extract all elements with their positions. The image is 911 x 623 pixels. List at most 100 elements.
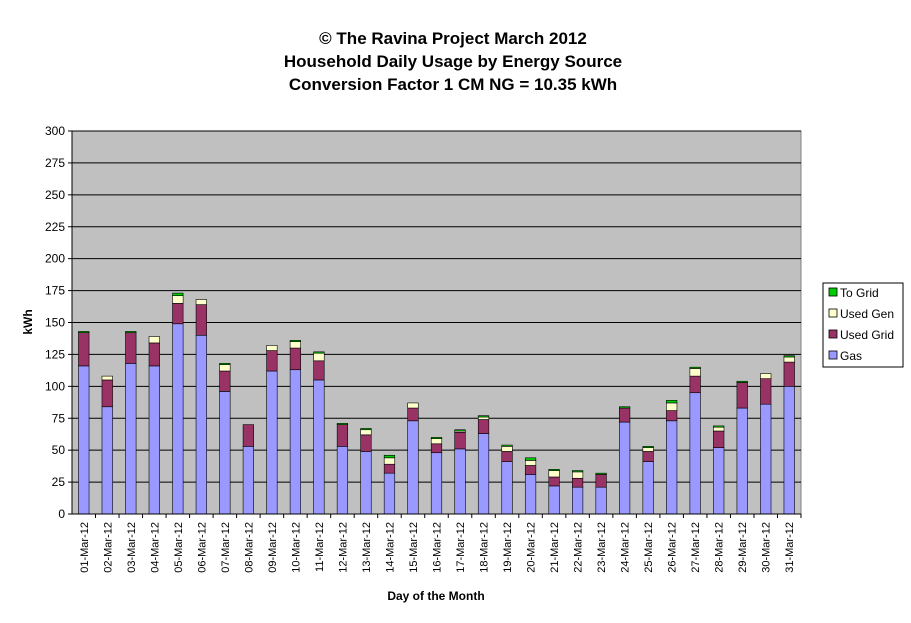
y-tick-label: 300: [45, 124, 65, 138]
bar-used-grid: [195, 304, 207, 336]
bar-to-grid: [430, 437, 443, 439]
bar-gas: [736, 407, 748, 515]
bar-used-grid: [360, 434, 372, 452]
x-axis: 01-Mar-12 02-Mar-12 03-Mar-12 04-Mar-12 05-M…: [72, 513, 802, 573]
bar-to-grid: [713, 425, 725, 428]
bar-gas: [477, 433, 490, 515]
bar-to-grid: [172, 292, 184, 296]
x-tick-label: 08-Mar-12: [243, 522, 255, 573]
bar-gas: [242, 446, 254, 515]
bar-used-gen: [713, 426, 725, 432]
bar-to-grid: [595, 472, 607, 475]
x-tick-label: 04-Mar-12: [149, 522, 161, 573]
bar-used-gen: [172, 295, 184, 304]
bar-used-grid: [78, 332, 90, 367]
x-tick-label: 31-Mar-12: [784, 522, 796, 573]
legend-swatch: [828, 329, 838, 339]
bar-gas: [430, 452, 443, 515]
bar-gas: [407, 420, 419, 515]
bar-to-grid: [524, 457, 537, 461]
bar-gas: [783, 386, 795, 515]
bar-used-gen: [760, 373, 772, 379]
bar-used-grid: [666, 410, 678, 422]
bar-to-grid: [619, 406, 631, 409]
bar-gas: [313, 379, 325, 515]
bar-gas: [454, 448, 466, 515]
x-tick-label: 03-Mar-12: [126, 522, 138, 573]
x-tick-label: 07-Mar-12: [220, 522, 232, 573]
bar-to-grid: [383, 454, 396, 459]
bar-gas: [289, 369, 301, 515]
bar-used-grid: [524, 465, 537, 475]
bar-gas: [689, 392, 701, 515]
bar-used-grid: [572, 477, 584, 488]
x-tick-label: 26-Mar-12: [667, 522, 679, 573]
bar-used-gen: [383, 457, 396, 465]
x-tick-label: 01-Mar-12: [79, 522, 91, 573]
bar-used-gen: [266, 345, 278, 351]
bar-used-grid: [148, 342, 160, 367]
bar-used-grid: [783, 361, 795, 387]
x-tick-label: 29-Mar-12: [737, 522, 749, 573]
chart-title-line-2: Household Daily Usage by Energy Source: [284, 52, 622, 71]
bar-used-grid: [501, 451, 513, 462]
x-tick-label: 09-Mar-12: [267, 522, 279, 573]
x-tick-label: 20-Mar-12: [526, 522, 538, 573]
bar-gas: [572, 486, 584, 515]
bar-used-gen: [430, 438, 443, 445]
bar-used-grid: [266, 350, 278, 372]
bar-to-grid: [78, 331, 90, 334]
bar-gas: [195, 334, 207, 515]
legend-label: Used Gen: [840, 307, 894, 321]
bar-used-grid: [336, 424, 349, 447]
bar-gas: [101, 406, 113, 515]
bar-used-gen: [101, 375, 113, 381]
bar-to-grid: [336, 423, 349, 425]
bar-used-grid: [289, 347, 301, 371]
bar-used-grid: [430, 443, 443, 454]
x-axis-label: Day of the Month: [387, 589, 484, 603]
bar-used-gen: [219, 364, 231, 372]
bar-used-grid: [219, 370, 231, 392]
bar-to-grid: [454, 429, 466, 432]
bar-gas: [524, 474, 537, 515]
x-tick-label: 24-Mar-12: [620, 522, 632, 573]
x-tick-label: 16-Mar-12: [432, 522, 444, 573]
x-tick-label: 05-Mar-12: [173, 522, 185, 573]
x-tick-label: 10-Mar-12: [290, 522, 302, 573]
chart-title-line-1: © The Ravina Project March 2012: [319, 29, 587, 48]
bar-to-grid: [689, 366, 701, 369]
y-tick-label: 100: [45, 379, 65, 393]
bar-used-grid: [619, 407, 631, 423]
bar-used-gen: [524, 460, 537, 466]
bar-gas: [760, 403, 772, 515]
bar-used-grid: [313, 360, 325, 381]
bar-used-gen: [689, 368, 701, 377]
y-tick-label: 200: [45, 252, 65, 266]
x-tick-label: 21-Mar-12: [549, 522, 561, 573]
x-tick-label: 11-Mar-12: [314, 522, 326, 572]
y-tick-label: 50: [52, 443, 66, 457]
y-tick-label: 175: [45, 284, 65, 298]
bar-to-grid: [289, 340, 301, 342]
bar-used-gen: [360, 429, 372, 436]
bar-gas: [336, 446, 349, 515]
bar-used-grid: [172, 303, 184, 325]
bar-used-gen: [148, 336, 160, 344]
x-tick-label: 30-Mar-12: [761, 522, 773, 573]
x-tick-label: 06-Mar-12: [196, 522, 208, 573]
legend-swatch: [828, 287, 838, 297]
y-tick-label: 25: [52, 475, 66, 489]
y-tick-label: 125: [45, 347, 65, 361]
bar-to-grid: [313, 351, 325, 354]
bar-gas: [595, 486, 607, 515]
bar-used-grid: [407, 407, 419, 422]
bar-gas: [148, 365, 160, 515]
chart-title: © The Ravina Project March 2012 Househol…: [284, 29, 622, 94]
bar-gas: [548, 485, 560, 515]
bar-to-grid: [501, 444, 513, 447]
bar-used-gen: [289, 341, 301, 349]
bar-used-grid: [595, 474, 607, 488]
x-tick-label: 28-Mar-12: [714, 522, 726, 573]
